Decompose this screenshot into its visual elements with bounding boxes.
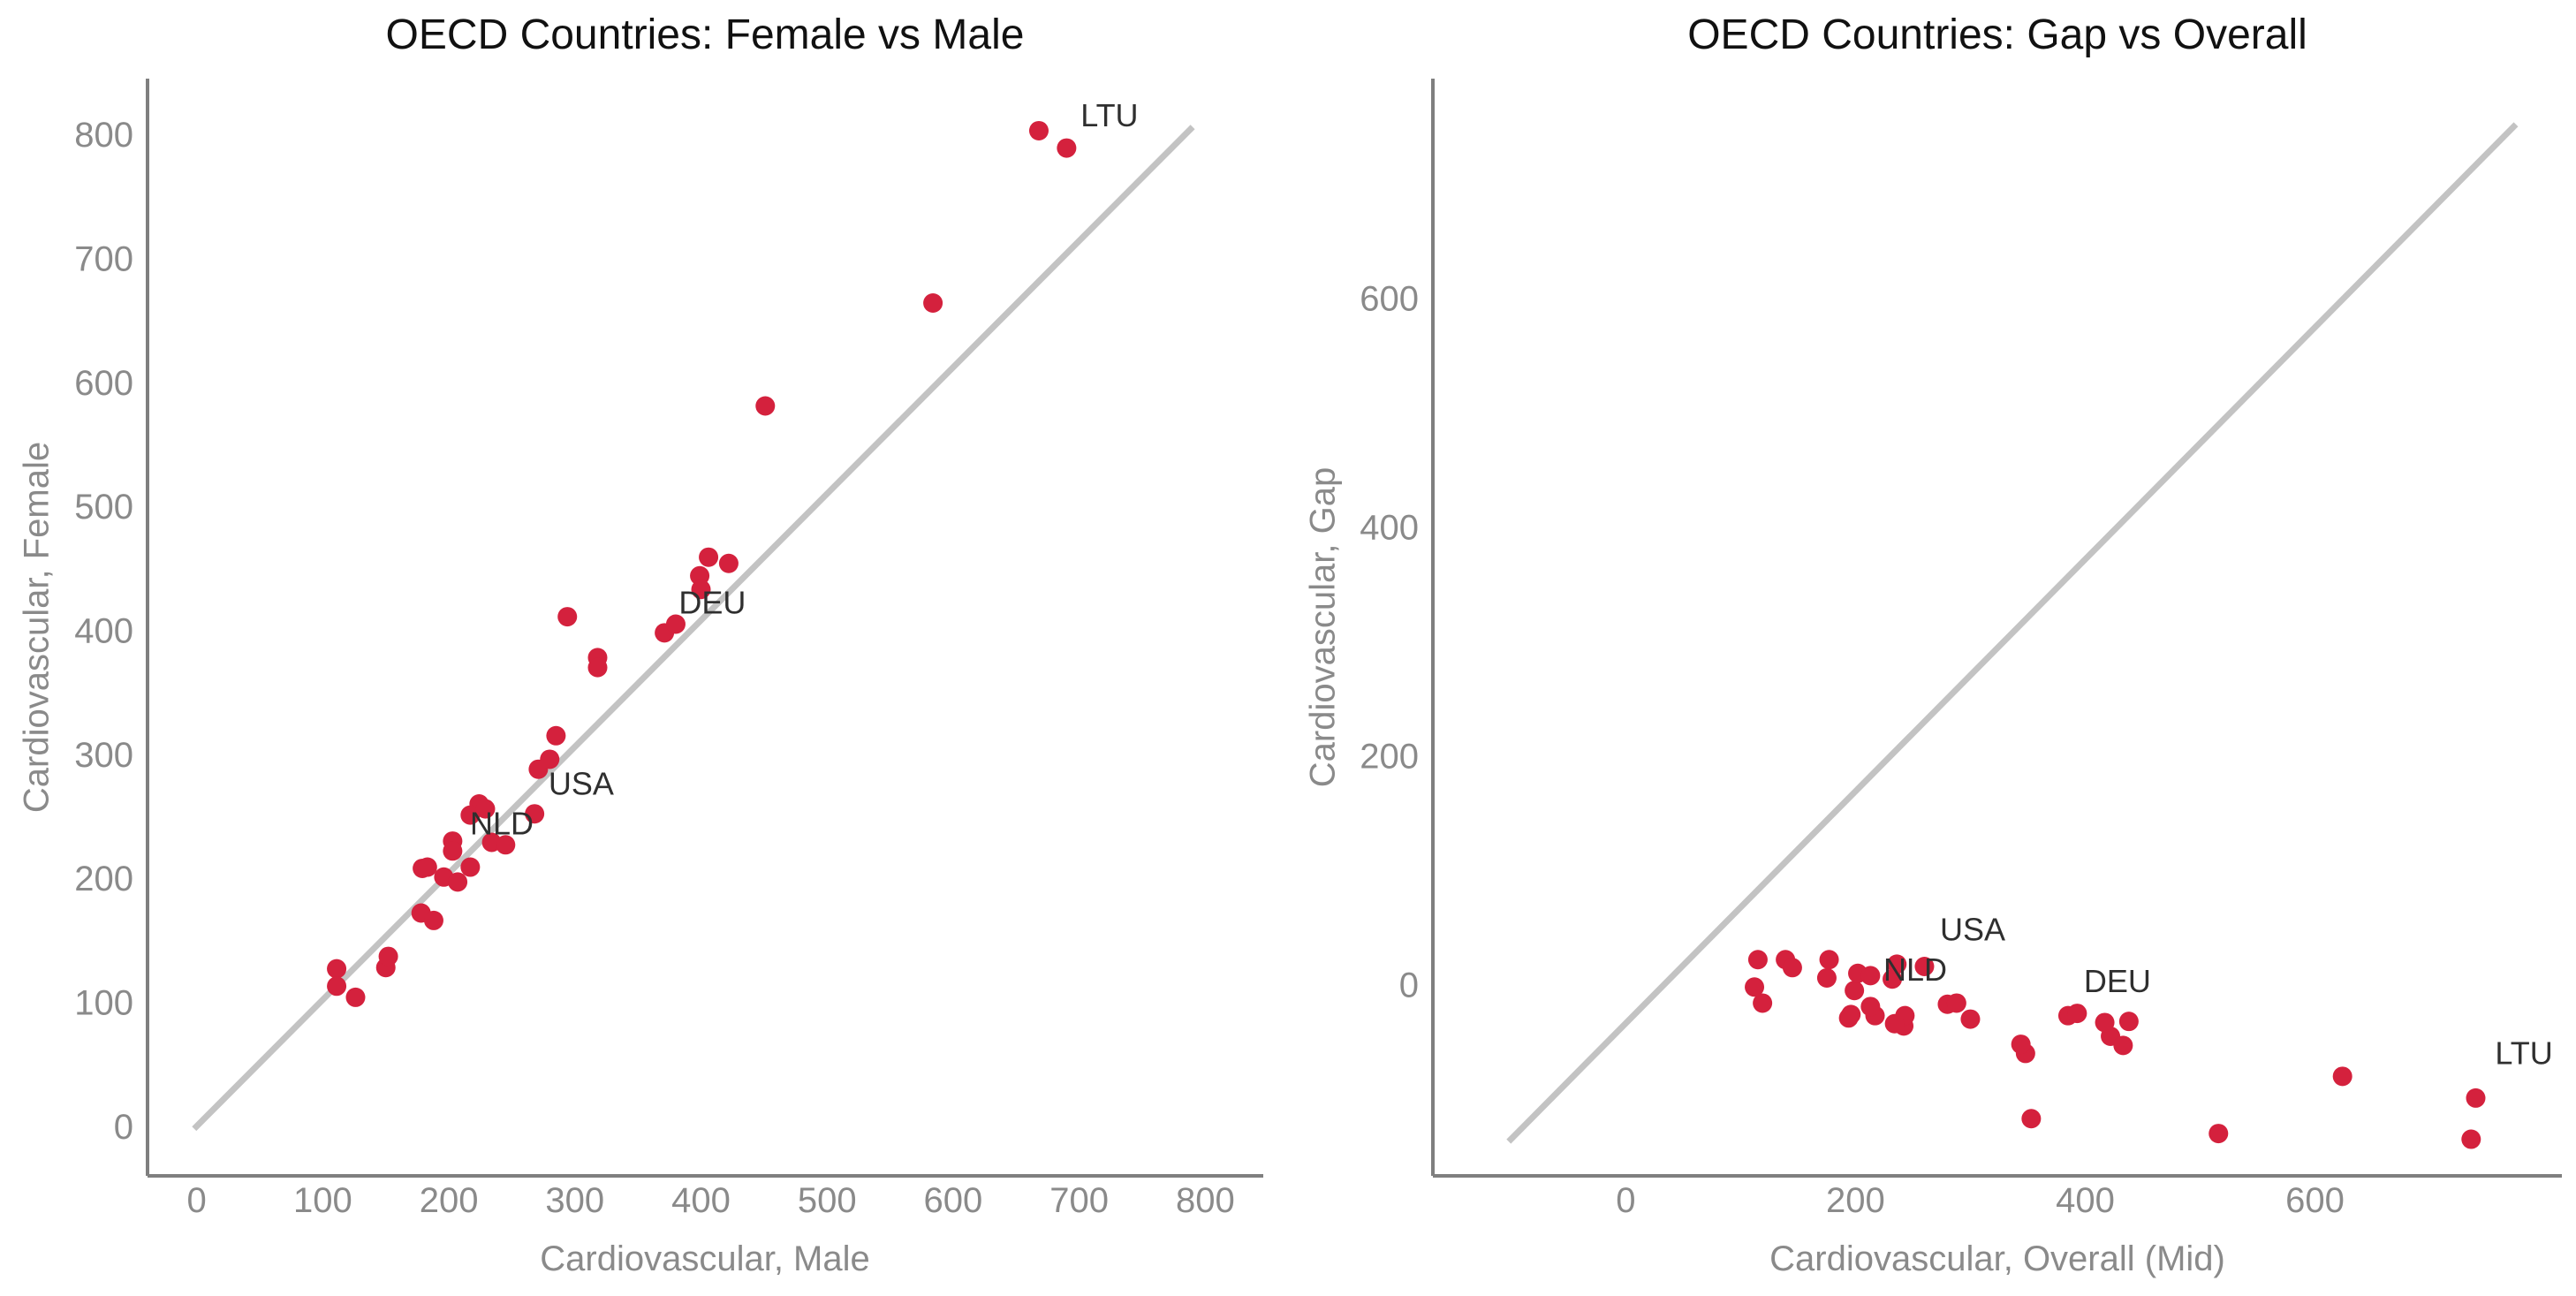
y-tick-label: 200 (74, 860, 133, 898)
data-point (1028, 120, 1049, 140)
x-tick-label: 100 (293, 1181, 352, 1220)
x-axis-label-left: Cardiovascular, Male (540, 1239, 870, 1278)
country-label-ltu: LTU (2495, 1035, 2552, 1071)
data-point (460, 857, 481, 877)
country-label-usa: USA (1940, 912, 2005, 948)
data-point (1745, 977, 1765, 997)
plot-area-left: 0 100 200 300 400 500 600 700 800 0 100 200 300 400 50… (74, 79, 1263, 1220)
data-point (2011, 1035, 2031, 1055)
y-tick-label: 500 (74, 488, 133, 527)
y-tick-label: 400 (74, 612, 133, 651)
country-label-usa: USA (549, 766, 614, 802)
x-tick-label: 600 (924, 1181, 983, 1220)
data-point (1057, 138, 1077, 158)
data-point (1816, 967, 1837, 988)
data-point (378, 946, 398, 966)
country-label-nld: NLD (1883, 951, 1947, 988)
y-tick-label: 600 (74, 364, 133, 403)
x-tick-label: 0 (187, 1181, 207, 1220)
data-point (460, 805, 481, 825)
y-tick-label: 0 (114, 1108, 133, 1147)
data-point (665, 614, 686, 634)
panel-female-vs-male: OECD Countries: Female vs Male Cardiovas… (18, 11, 1263, 1278)
data-point (587, 657, 608, 678)
country-label-deu: DEU (678, 585, 746, 621)
data-point (2113, 1035, 2133, 1056)
x-tick-label: 200 (1826, 1181, 1885, 1220)
data-point (496, 835, 516, 855)
x-tick-label: 700 (1049, 1181, 1109, 1220)
data-point (546, 725, 566, 746)
x-tick-label: 600 (2285, 1181, 2345, 1220)
data-point (448, 872, 468, 892)
x-tick-label: 0 (1616, 1181, 1635, 1220)
data-point (540, 749, 560, 769)
chart-title-right: OECD Countries: Gap vs Overall (1687, 11, 2307, 58)
data-point (1914, 956, 1935, 976)
data-point (1883, 969, 1903, 989)
x-tick-label: 400 (671, 1181, 731, 1220)
x-tick-label: 200 (420, 1181, 479, 1220)
x-axis-label-right: Cardiovascular, Overall (Mid) (1769, 1239, 2225, 1278)
data-point (1884, 1013, 1905, 1034)
data-point (2332, 1066, 2352, 1087)
data-point (1860, 966, 1881, 986)
data-point (923, 293, 943, 314)
country-label-nld: NLD (470, 805, 534, 841)
data-point (423, 910, 443, 930)
data-point (2067, 1004, 2087, 1024)
data-point (1819, 950, 1839, 970)
data-point (557, 607, 578, 627)
data-point (443, 841, 463, 861)
data-point (1860, 997, 1881, 1017)
y-tick-label: 0 (1399, 966, 1419, 1005)
data-point (1845, 981, 1865, 1001)
x-tick-label: 800 (1176, 1181, 1235, 1220)
x-tick-label: 300 (545, 1181, 604, 1220)
data-point (417, 857, 437, 877)
data-point (2118, 1012, 2139, 1032)
data-point (1753, 993, 1773, 1013)
data-point (755, 396, 776, 416)
country-label-deu: DEU (2084, 963, 2151, 999)
data-point (345, 987, 366, 1007)
data-point (2461, 1129, 2481, 1149)
data-point (525, 804, 545, 824)
data-point (2466, 1088, 2486, 1108)
data-point (1946, 993, 1966, 1013)
y-tick-label: 300 (74, 736, 133, 775)
data-point (1887, 954, 1907, 974)
data-point (699, 547, 719, 567)
data-point (1782, 958, 1802, 978)
data-point (2095, 1012, 2115, 1033)
country-label-ltu: LTU (1080, 97, 1138, 133)
y-tick-label: 400 (1360, 509, 1419, 548)
y-tick-label: 700 (74, 239, 133, 278)
chart-title-left: OECD Countries: Female vs Male (385, 11, 1025, 58)
panel-gap-vs-overall: OECD Countries: Gap vs Overall Cardiovas… (1288, 0, 2576, 1296)
data-point (1747, 950, 1768, 970)
y-tick-label: 100 (74, 984, 133, 1023)
y-tick-label: 600 (1360, 280, 1419, 319)
data-point (691, 580, 711, 600)
y-tick-label: 800 (74, 116, 133, 155)
data-point (2021, 1109, 2042, 1129)
data-point (327, 976, 347, 997)
data-point (475, 799, 496, 819)
x-tick-label: 400 (2056, 1181, 2115, 1220)
identity-reference-line (1506, 122, 2519, 1144)
data-point (2209, 1124, 2229, 1144)
x-tick-label: 500 (798, 1181, 857, 1220)
identity-reference-line (192, 125, 1195, 1132)
data-point (1960, 1009, 1981, 1029)
data-point (327, 959, 347, 979)
y-tick-label: 200 (1360, 738, 1419, 777)
data-point (1841, 1004, 1861, 1025)
data-point (718, 553, 739, 573)
